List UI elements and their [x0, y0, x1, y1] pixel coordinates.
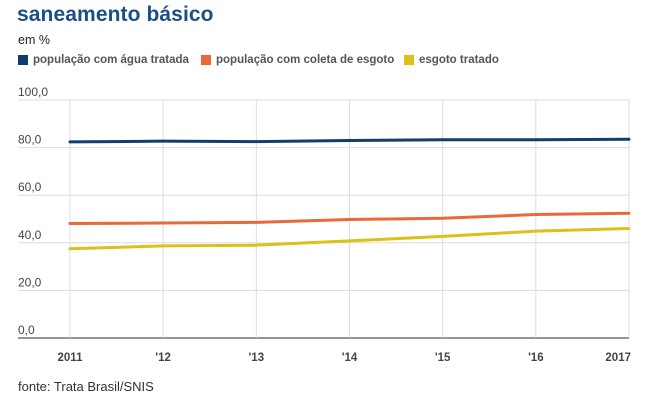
chart-subtitle: em % [18, 33, 50, 47]
legend-label-agua: população com água tratada [33, 54, 189, 66]
series-line-1 [68, 137, 631, 144]
x-tick-label: 2011 [58, 352, 84, 364]
y-axis-ticks: 100,0 80,0 60,0 40,0 20,0 0,0 [18, 85, 48, 337]
x-tick-label: '16 [528, 352, 544, 364]
legend-swatch-tratado [404, 55, 414, 65]
series-line-2 [68, 211, 631, 226]
source-note: fonte: Trata Brasil/SNIS [18, 379, 154, 394]
legend-swatch-esgoto [201, 55, 211, 65]
y-tick-label: 80,0 [18, 133, 42, 147]
legend-item-esgoto: população com coleta de esgoto [201, 53, 401, 67]
y-tick-label: 20,0 [18, 275, 42, 289]
series-line-3 [68, 227, 631, 251]
series-lines [68, 137, 631, 251]
x-axis-ticks: 2011 '12 '13 '14 '15 '16 2017 [58, 352, 631, 364]
x-tick-label: 2017 [605, 352, 631, 364]
y-tick-label: 100,0 [18, 85, 48, 99]
x-tick-label: '15 [435, 352, 451, 364]
legend-swatch-agua [18, 55, 28, 65]
legend-label-esgoto: população com coleta de esgoto [216, 54, 395, 66]
chart-title: saneamento básico [17, 3, 214, 26]
legend-item-agua: população com água tratada [18, 53, 193, 67]
x-tick-label: '14 [342, 352, 358, 364]
y-tick-label: 0,0 [18, 323, 35, 337]
y-tick-label: 60,0 [18, 180, 42, 194]
legend-item-tratado: esgoto tratado [404, 53, 524, 67]
x-tick-label: '12 [155, 352, 171, 364]
x-tick-label: '13 [249, 352, 265, 364]
y-tick-label: 40,0 [18, 228, 42, 242]
legend-label-tratado: esgoto tratado [419, 54, 499, 66]
